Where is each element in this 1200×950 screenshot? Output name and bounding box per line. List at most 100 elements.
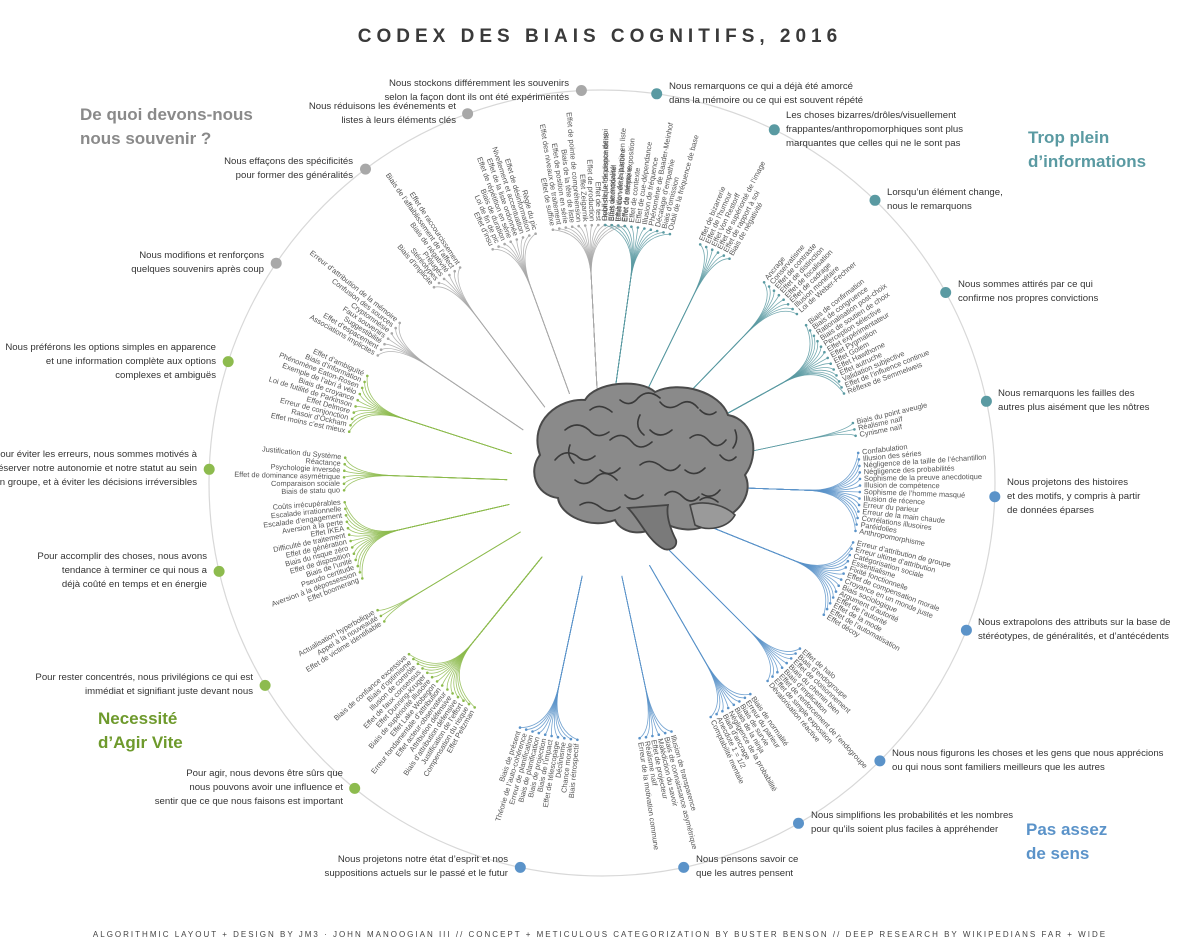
leaf-dot [839,578,843,581]
group-description: Nous projetons notre état d’esprit et no… [325,853,508,881]
branch-line [359,393,512,454]
leaf-dot [543,733,547,736]
leaf-dot [343,501,347,504]
leaf-dot [383,620,386,623]
group-description-line: Lorsqu’un élément change, [887,187,1003,198]
group-description-line: Nous préférons les options simples en ap… [5,342,216,353]
leaf-dot [721,709,724,713]
leaf-dot [823,350,826,354]
leaf-dot [663,731,667,735]
group-description: Pour accomplir des choses, nous avons ten… [37,550,207,592]
leaf-dot [451,692,454,695]
group-description-line: Nous effaçons des spécificités [224,156,353,167]
branch-line [457,267,546,408]
branch-line [689,518,829,610]
leaf-dot [855,523,858,526]
leaf-dot [670,730,673,733]
leaf-dot [846,559,850,563]
branch-line [555,575,583,739]
quadrant-title-speed: Necessité d’Agir Vite [98,709,183,752]
leaf-dot [819,345,823,349]
leaf-dot [570,225,574,228]
brain-fold [684,467,706,475]
brain-fold [574,472,618,485]
leaf-dot [610,223,614,227]
leaf-dot [644,735,648,739]
leaf-dot [716,251,720,254]
leaf-dot [858,471,862,474]
leaf-dot [352,552,356,555]
leaf-dot [360,386,364,390]
group-description-line: dans la mémoire ou ce qui est souvent ré… [669,95,864,106]
branch-line [355,405,512,454]
leaf-dot [416,662,420,666]
leaf-dot [361,577,364,580]
group-description: Nous simplifions les probabilités et les… [811,809,1013,837]
leaf-dot [446,688,449,691]
brain-fold [609,434,653,448]
branch-line [668,549,796,655]
leaf-dot [850,547,853,550]
leaf-dot [858,497,861,500]
group-dot [213,565,225,577]
bias-label: Heuristique de disponibilité [600,133,610,221]
leaf-dot [857,458,861,461]
bias-label: Comparaison sociale [271,479,340,488]
leaf-dot [623,224,627,228]
leaf-dot [829,362,832,366]
leaf-dot [812,334,816,338]
branch-line [359,504,510,573]
branch-line [556,575,583,741]
group-dot [651,88,663,100]
group-description: Lorsqu’un élément change, nous le remarqu… [887,186,1003,214]
leaf-dot [577,224,580,228]
group-dot [980,395,992,407]
brain-fold [589,405,613,413]
leaf-dot [350,546,354,549]
group-description: Nous projetons des histoires et des motif… [1007,476,1140,518]
branch-line [343,475,508,491]
leaf-dot [379,614,383,618]
leaf-dot [856,516,859,520]
leaf-dot [349,424,352,427]
leaf-dot [537,731,541,735]
group-description-line: pour qu’ils soient plus faciles à appréh… [811,824,999,835]
leaf-dot [497,245,500,248]
branch-line [556,575,583,740]
branch-line [649,565,745,699]
leaf-dot [854,434,857,438]
group-description: Pour éviter les erreurs, nous sommes mot… [0,448,197,490]
group-description-line: tendance à terminer ce qui nous a [61,565,207,576]
group-description-line: marquantes que celles qui ne le sont pas [786,138,961,149]
leaf-dot [785,661,788,665]
branch-line [384,343,524,431]
bias-label: Biais de statu quo [281,485,340,496]
leaf-dot [643,227,646,230]
leaf-dot [383,342,386,346]
leaf-dot [344,507,347,511]
leaf-dot [421,667,424,670]
group-dot [869,194,881,206]
branch-line [349,504,510,537]
branch-line [614,230,658,389]
bias-label: Oubli de la fréquence de soi [600,129,610,221]
bias-label: Réactance [305,456,341,468]
leaf-dot [534,232,537,235]
leaf-dot [518,726,522,729]
leaf-dot [390,332,394,335]
leaf-dot [657,733,661,736]
brain-fold [699,409,717,416]
brain-fold [664,490,700,502]
brain-fold [719,454,737,462]
branch-line [614,232,664,389]
group-description-line: listes à leurs éléments clés [341,115,456,126]
branch-line [441,556,543,686]
branch-line [643,255,724,398]
branch-line [350,413,512,454]
branch-line [408,556,543,664]
group-description-line: Nous nous figurons les choses et les gen… [892,748,1164,759]
group-dot [222,356,234,368]
group-description-line: Nous modifions et renforçons [139,250,264,261]
branch-line [422,556,543,671]
leaf-dot [440,684,444,687]
